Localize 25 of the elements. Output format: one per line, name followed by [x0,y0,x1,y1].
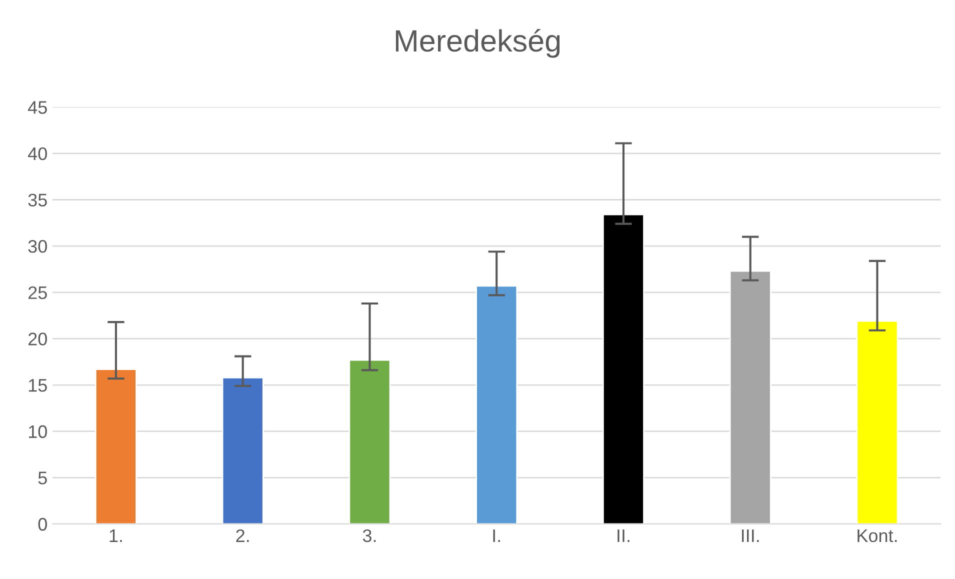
bar [856,320,898,524]
chart-title: Meredekség [396,28,560,58]
x-tick-label: 1. [110,530,122,542]
bar [94,368,137,524]
y-tick-label: 0 [38,518,47,531]
bar [476,285,518,524]
y-tick-label: 5 [38,472,47,484]
y-tick-label: 30 [28,240,47,253]
x-tick-label: II. [618,530,630,542]
bar [222,376,264,524]
y-tick-label: 45 [28,101,47,114]
x-tick-label: I. [493,530,500,542]
y-tick-label: 35 [28,194,47,206]
bar [602,214,644,524]
x-tick-label: Kont. [858,530,897,542]
bar [348,359,391,524]
x-tick-label: 3. [362,529,376,542]
y-tick-label: 20 [28,332,47,346]
x-tick-label: III. [742,530,759,542]
bar [729,270,772,524]
y-tick-label: 25 [28,286,47,300]
y-tick-label: 10 [28,425,47,438]
y-tick-label: 40 [28,147,47,160]
y-tick-label: 15 [28,379,47,392]
x-tick-label: 2. [236,529,249,542]
